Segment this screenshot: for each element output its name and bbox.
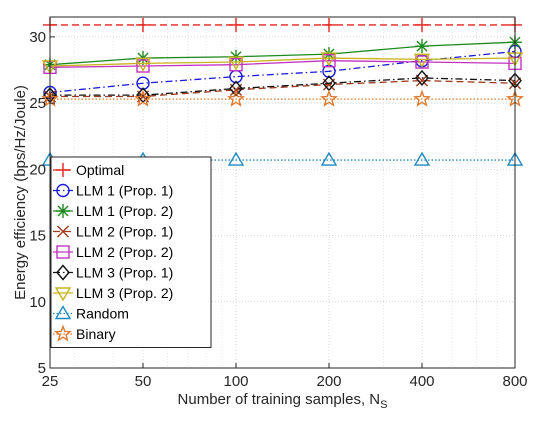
legend-entry: LLM 3 (Prop. 1) (53, 264, 173, 281)
data-point (136, 59, 150, 73)
legend-marker (56, 245, 70, 259)
y-tick-label: 20 (29, 161, 46, 178)
x-axis-label-subscript: S (380, 399, 387, 411)
data-point (227, 89, 245, 107)
data-point (413, 151, 431, 166)
series-line (49, 57, 516, 67)
y-tick-label: 5 (38, 360, 46, 377)
x-tick-label: 800 (502, 373, 527, 390)
data-point (415, 55, 429, 69)
data-point (320, 89, 338, 107)
data-point (413, 89, 431, 107)
legend-entry: Optimal (53, 162, 124, 178)
x-tick-label: 100 (223, 373, 248, 390)
legend-entry: Binary (53, 324, 116, 342)
legend-label: Binary (76, 326, 116, 342)
data-point (320, 52, 338, 67)
legend-label: LLM 2 (Prop. 1) (76, 224, 173, 240)
legend-marker (54, 305, 72, 320)
data-point (229, 17, 243, 32)
y-tick-label: 10 (29, 294, 46, 311)
data-point (134, 89, 152, 107)
legend-entry: LLM 1 (Prop. 1) (53, 183, 173, 199)
legend-entry: Random (53, 305, 129, 322)
data-point (134, 57, 152, 72)
x-tick-label: 25 (42, 373, 59, 390)
legend-marker (56, 163, 70, 177)
data-point (415, 69, 429, 87)
data-point (413, 53, 431, 68)
series-llm-3-prop-2 (41, 52, 524, 75)
series-line (49, 50, 516, 94)
legend-label: LLM 2 (Prop. 2) (76, 244, 173, 260)
plot-series (41, 17, 524, 166)
y-tick-label: 25 (29, 95, 46, 112)
series-line (49, 60, 516, 68)
data-point (415, 39, 429, 54)
legend-label: LLM 3 (Prop. 2) (76, 285, 173, 301)
legend-marker (54, 324, 72, 342)
series-binary (41, 89, 524, 107)
legend-label: LLM 3 (Prop. 1) (76, 265, 173, 281)
legend-label: LLM 1 (Prop. 1) (76, 183, 173, 199)
legend-entry: LLM 3 (Prop. 2) (53, 285, 173, 302)
y-tick-label: 15 (29, 228, 46, 245)
data-point (229, 80, 243, 97)
data-point (322, 54, 336, 68)
legend-box (50, 156, 212, 348)
data-point (136, 76, 150, 90)
y-axis-label: Energy efficiency (bps/Hz/Joule) (12, 85, 29, 300)
legend-marker (56, 225, 70, 238)
legend-label: Random (76, 306, 129, 322)
data-point (320, 151, 338, 166)
data-point (136, 17, 150, 32)
series-line (50, 79, 516, 98)
legend-marker (54, 287, 72, 302)
x-axis-label: Number of training samples, NS (178, 391, 388, 411)
legend: Optimal LLM 1 (Prop. 1) LLM 1 (Prop. 2) LLM… (50, 156, 212, 348)
y-tick-label: 30 (29, 29, 46, 46)
legend-entry: LLM 1 (Prop. 2) (53, 203, 173, 219)
x-tick-label: 50 (135, 373, 152, 390)
legend-marker (56, 183, 70, 198)
data-point (227, 56, 245, 71)
data-point (322, 17, 336, 32)
data-point (415, 17, 429, 32)
x-axis-label-main: Number of training samples, N (178, 391, 381, 408)
data-point (229, 57, 243, 72)
x-tick-label: 200 (316, 373, 341, 390)
legend-label: LLM 1 (Prop. 2) (76, 203, 173, 219)
legend-marker (56, 264, 70, 281)
legend-entry: LLM 2 (Prop. 2) (53, 244, 173, 260)
x-tick-label: 400 (409, 373, 434, 390)
legend-marker (56, 204, 70, 218)
axes-box (49, 16, 516, 369)
axis-ticks: 25 50 100 200 400 800 5 10 15 20 25 30 (29, 29, 527, 390)
data-point (415, 74, 429, 87)
series-line (50, 77, 516, 96)
legend-label: Optimal (76, 162, 124, 178)
data-point (227, 151, 245, 166)
legend-entry: LLM 2 (Prop. 1) (53, 224, 173, 240)
series-line (49, 41, 516, 66)
